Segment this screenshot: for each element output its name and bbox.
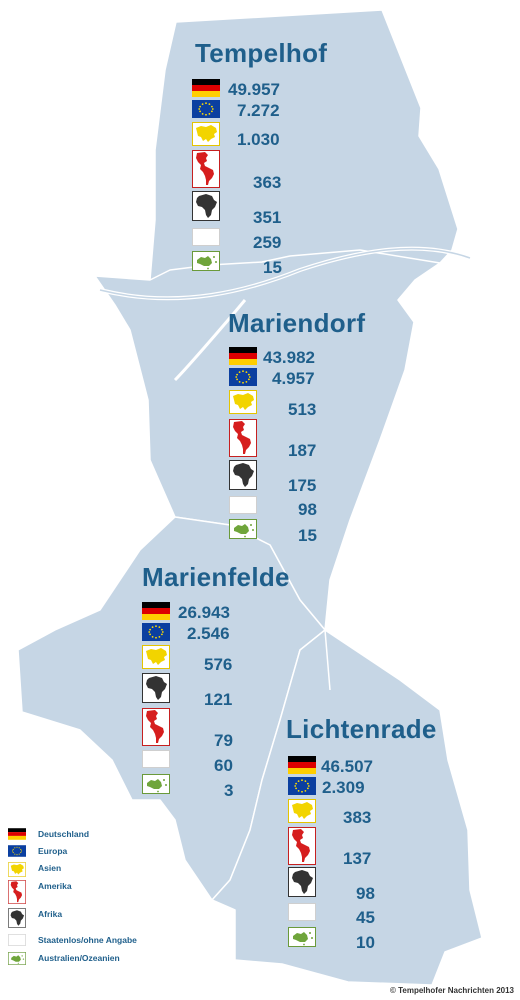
mariendorf-value-afrika: 175	[288, 476, 317, 495]
tempelhof-value-amerika: 363	[253, 173, 282, 192]
asia-map-icon	[192, 122, 220, 146]
marienfelde-value-amerika: 79	[214, 731, 233, 750]
marienfelde-value-deutschland: 26.943	[178, 603, 230, 622]
eu-flag-icon	[142, 623, 170, 641]
blank-box-icon	[229, 496, 257, 514]
america-map-icon	[142, 708, 170, 746]
copyright-note: © Tempelhofer Nachrichten 2013	[389, 986, 514, 995]
german-flag-icon	[288, 756, 316, 774]
australia-map-icon	[192, 251, 220, 271]
blank-box-icon	[142, 750, 170, 768]
legend-label-deutschland: Deutschland	[38, 829, 90, 839]
mariendorf-value-deutschland: 43.982	[263, 348, 315, 367]
marienfelde-value-staatenlos: 60	[214, 756, 233, 775]
legend-label-staatenlos: Staatenlos/ohne Angabe	[38, 935, 137, 945]
german-flag-icon	[8, 828, 26, 840]
german-flag-icon	[192, 79, 220, 97]
district-title-marienfelde: Marienfelde	[142, 562, 290, 592]
australia-map-icon	[142, 774, 170, 794]
legend-label-asien: Asien	[38, 863, 62, 873]
mariendorf-value-europa: 4.957	[272, 369, 315, 388]
district-title-lichtenrade: Lichtenrade	[286, 714, 437, 744]
mariendorf-area	[94, 249, 441, 631]
lichtenrade-value-australien: 10	[356, 933, 375, 952]
mariendorf-value-amerika: 187	[288, 441, 317, 460]
marienfelde-value-afrika: 121	[204, 690, 233, 709]
eu-flag-icon	[8, 845, 26, 857]
lichtenrade-value-staatenlos: 45	[356, 908, 375, 927]
marienfelde-area	[17, 516, 326, 901]
blank-box-icon	[192, 228, 220, 246]
tempelhof-value-europa: 7.272	[237, 101, 280, 120]
australia-map-icon	[8, 952, 26, 965]
america-map-icon	[8, 880, 26, 904]
lichtenrade-area	[211, 629, 483, 986]
tempelhof-value-asien: 1.030	[237, 130, 280, 149]
blank-box-icon	[8, 934, 26, 946]
australia-map-icon	[288, 927, 316, 947]
german-flag-icon	[229, 347, 257, 365]
asia-map-icon	[142, 645, 170, 669]
marienfelde-value-europa: 2.546	[187, 624, 230, 643]
marienfelde-value-australien: 3	[224, 781, 234, 800]
asia-map-icon	[229, 390, 257, 414]
africa-map-icon	[8, 908, 26, 928]
tempelhof-value-deutschland: 49.957	[228, 80, 280, 99]
legend-label-europa: Europa	[38, 846, 68, 856]
blank-box-icon	[288, 903, 316, 921]
lichtenrade-value-europa: 2.309	[322, 778, 365, 797]
german-flag-icon	[142, 602, 170, 620]
tempelhof-value-staatenlos: 259	[253, 233, 282, 252]
america-map-icon	[229, 419, 257, 457]
lichtenrade-value-deutschland: 46.507	[321, 757, 373, 776]
australia-map-icon	[229, 519, 257, 539]
eu-flag-icon	[229, 368, 257, 386]
africa-map-icon	[229, 460, 257, 490]
asia-map-icon	[8, 862, 26, 877]
mariendorf-value-australien: 15	[298, 526, 317, 545]
lichtenrade-value-asien: 383	[343, 808, 372, 827]
africa-map-icon	[288, 867, 316, 897]
legend-label-australien: Australien/Ozeanien	[38, 953, 120, 963]
america-map-icon	[288, 827, 316, 865]
tempelhof-value-afrika: 351	[253, 208, 282, 227]
mariendorf-value-staatenlos: 98	[298, 500, 317, 519]
district-title-tempelhof: Tempelhof	[195, 38, 328, 68]
legend-label-afrika: Afrika	[38, 909, 63, 919]
eu-flag-icon	[192, 100, 220, 118]
eu-flag-icon	[288, 777, 316, 795]
tempelhof-value-australien: 15	[263, 258, 282, 277]
africa-map-icon	[192, 191, 220, 221]
lichtenrade-value-afrika: 98	[356, 884, 375, 903]
legend-label-amerika: Amerika	[38, 881, 72, 891]
america-map-icon	[192, 150, 220, 188]
lichtenrade-value-amerika: 137	[343, 849, 372, 868]
mariendorf-value-asien: 513	[288, 400, 317, 419]
asia-map-icon	[288, 799, 316, 823]
district-title-mariendorf: Mariendorf	[228, 308, 366, 338]
marienfelde-value-asien: 576	[204, 655, 233, 674]
africa-map-icon	[142, 673, 170, 703]
